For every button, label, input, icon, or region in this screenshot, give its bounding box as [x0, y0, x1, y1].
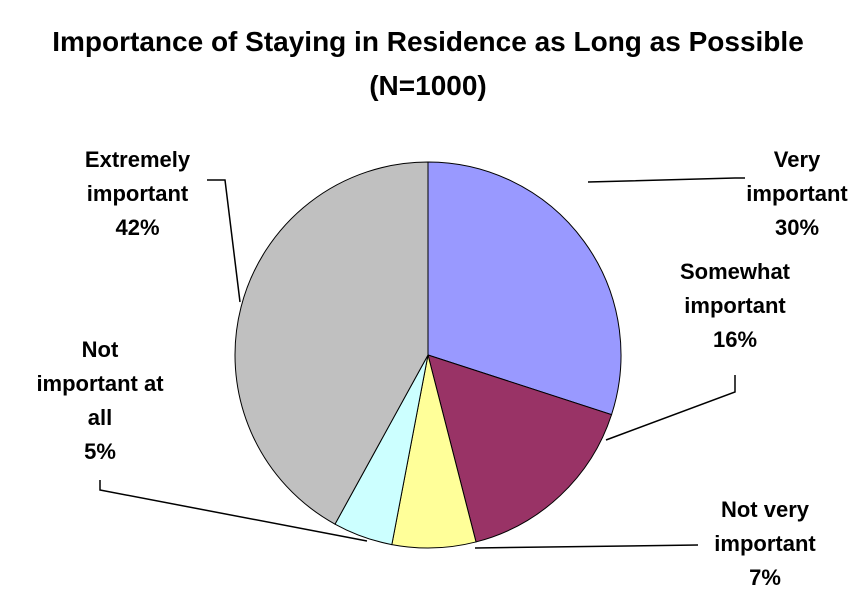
category-label: Not very important: [714, 497, 816, 556]
leader-line: [587, 177, 745, 183]
value-label: 16%: [712, 327, 758, 352]
leader-line: [99, 480, 368, 542]
value-label: 42%: [115, 215, 160, 240]
data-label: Not very important 7%: [690, 493, 840, 595]
pie-slice: [427, 161, 622, 416]
category-label: Not important at all: [36, 337, 164, 430]
data-label: Extremely important 42%: [55, 143, 220, 245]
leader-line: [605, 375, 736, 441]
category-label: Very important: [746, 147, 848, 206]
value-label: 30%: [774, 215, 820, 240]
pie-slice: [234, 161, 429, 525]
data-label: Not important at all 5%: [30, 333, 170, 469]
value-label: 7%: [749, 565, 781, 590]
category-label: Somewhat important: [679, 259, 791, 318]
leader-line: [207, 179, 241, 303]
category-label: Extremely important: [84, 147, 191, 206]
data-label: Somewhat important 16%: [655, 255, 815, 357]
leader-line: [474, 544, 699, 549]
pie-slice: [427, 354, 613, 543]
chart-title: Importance of Staying in Residence as Lo…: [52, 26, 804, 101]
value-label: 5%: [84, 439, 116, 464]
data-label: Very important 30%: [742, 143, 852, 245]
